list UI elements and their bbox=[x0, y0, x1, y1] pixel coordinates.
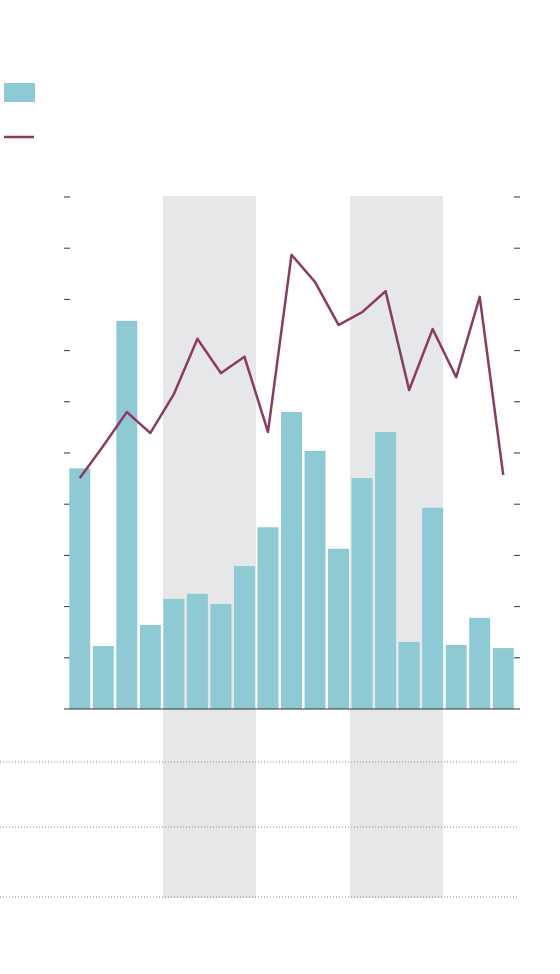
shaded-period bbox=[163, 196, 256, 898]
bar bbox=[375, 432, 397, 709]
bar bbox=[398, 641, 420, 709]
bar bbox=[257, 527, 279, 709]
bar bbox=[445, 645, 467, 709]
line bbox=[78, 253, 505, 479]
legend-swatch bbox=[4, 83, 35, 102]
bar bbox=[492, 648, 514, 709]
bar bbox=[304, 450, 326, 709]
bar bbox=[139, 625, 161, 709]
bar bbox=[233, 566, 255, 709]
bar bbox=[422, 507, 444, 709]
bar bbox=[116, 320, 138, 709]
bar bbox=[92, 646, 114, 709]
bar bbox=[328, 548, 350, 709]
bar bbox=[163, 598, 185, 709]
bar bbox=[351, 478, 373, 709]
bar bbox=[186, 593, 208, 709]
bar bbox=[69, 468, 91, 709]
bar bbox=[469, 617, 491, 709]
bar bbox=[281, 412, 302, 709]
bar bbox=[210, 604, 232, 709]
